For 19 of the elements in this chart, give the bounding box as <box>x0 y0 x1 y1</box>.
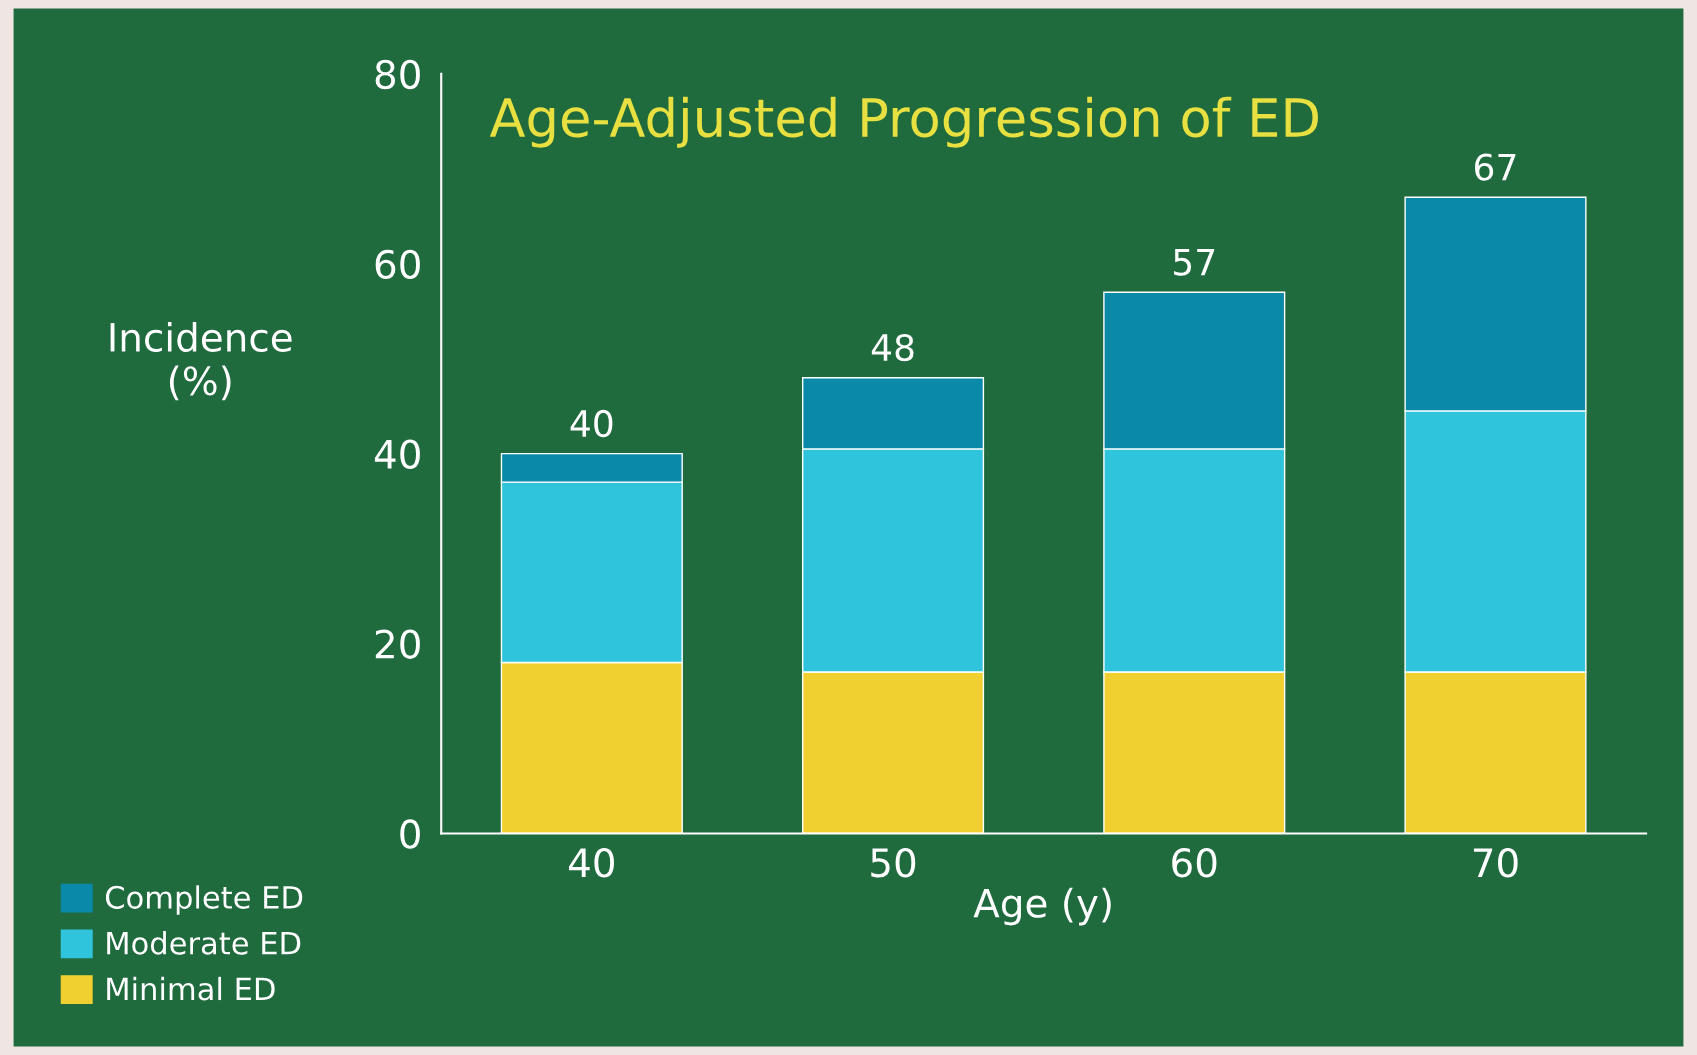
y-tick-label: 60 <box>375 249 420 280</box>
y-tick-label: 0 <box>400 819 420 849</box>
chart-title: Age-Adjusted Progression of ED <box>489 96 1318 148</box>
y-tick-label: 40 <box>374 439 420 469</box>
x-tick-label: 40 <box>568 848 614 878</box>
x-tick-label: 50 <box>871 848 916 878</box>
y-axis-title: Incidence (%) <box>110 321 292 401</box>
x-axis-title: Age (y) <box>973 887 1111 926</box>
legend-label: Moderate ED <box>107 931 301 955</box>
legend-label: Minimal ED <box>107 976 275 1001</box>
x-tick-label: 70 <box>1473 848 1518 878</box>
y-tick-label: 20 <box>375 629 420 659</box>
total-label: 40 <box>570 409 613 438</box>
total-label: 67 <box>1475 153 1516 181</box>
total-label: 48 <box>871 333 914 362</box>
x-tick-label: 60 <box>1172 848 1217 878</box>
y-tick-label: 80 <box>375 59 420 90</box>
legend-label: Complete ED <box>105 885 303 915</box>
total-label: 57 <box>1174 248 1215 276</box>
